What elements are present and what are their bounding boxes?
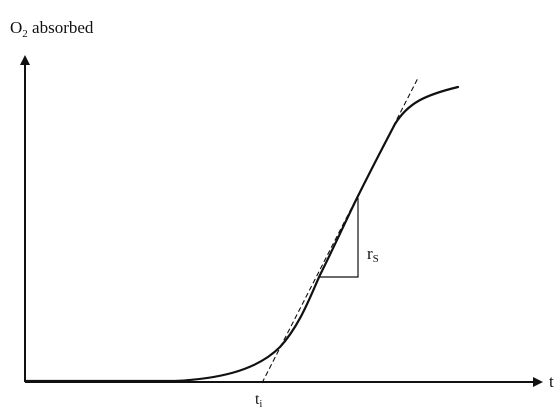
- slope-label: rS: [367, 244, 379, 265]
- tangent-intercept-subscript: i: [259, 399, 262, 408]
- slope-label-subscript: S: [373, 253, 379, 265]
- tangent-intercept-label: ti: [255, 391, 262, 408]
- tangent-intercept-t: t: [255, 391, 260, 408]
- tangent-line: [261, 77, 419, 384]
- y-axis-label: O2 absorbed: [10, 18, 94, 40]
- slope-label-r: r: [367, 244, 373, 263]
- y-axis-label-subscript: 2: [22, 28, 28, 40]
- y-axis-label-rest: absorbed: [28, 18, 94, 37]
- slope-triangle: [318, 198, 359, 278]
- absorption-curve: [23, 85, 460, 383]
- y-axis-label-o: O: [10, 18, 22, 37]
- x-axis-label: t: [549, 372, 554, 391]
